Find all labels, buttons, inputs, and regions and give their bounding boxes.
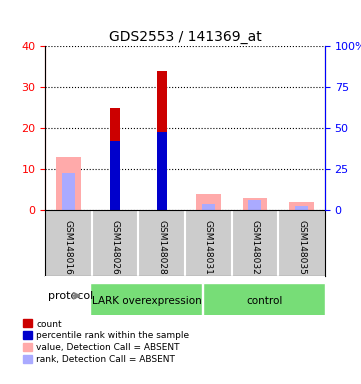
Bar: [196, 194, 221, 210]
Bar: [243, 198, 267, 210]
Text: LARK overexpression: LARK overexpression: [92, 296, 202, 306]
Bar: [56, 157, 81, 210]
Title: GDS2553 / 141369_at: GDS2553 / 141369_at: [109, 30, 261, 44]
Bar: [157, 71, 166, 210]
Bar: [248, 200, 261, 210]
Text: GSM148032: GSM148032: [251, 220, 260, 275]
Bar: [110, 141, 120, 210]
Text: GSM148031: GSM148031: [204, 220, 213, 275]
Bar: [62, 174, 75, 210]
FancyBboxPatch shape: [203, 283, 325, 319]
Bar: [157, 132, 166, 210]
Bar: [290, 202, 314, 210]
Text: GSM148035: GSM148035: [297, 220, 306, 275]
Text: GSM148028: GSM148028: [157, 220, 166, 275]
Bar: [202, 204, 215, 210]
FancyBboxPatch shape: [90, 283, 202, 319]
Text: GSM148026: GSM148026: [110, 220, 119, 275]
Bar: [110, 108, 120, 210]
Legend: count, percentile rank within the sample, value, Detection Call = ABSENT, rank, : count, percentile rank within the sample…: [23, 319, 189, 364]
Bar: [295, 206, 308, 210]
Text: protocol: protocol: [48, 291, 93, 301]
Text: GSM148016: GSM148016: [64, 220, 73, 275]
Text: control: control: [247, 296, 283, 306]
